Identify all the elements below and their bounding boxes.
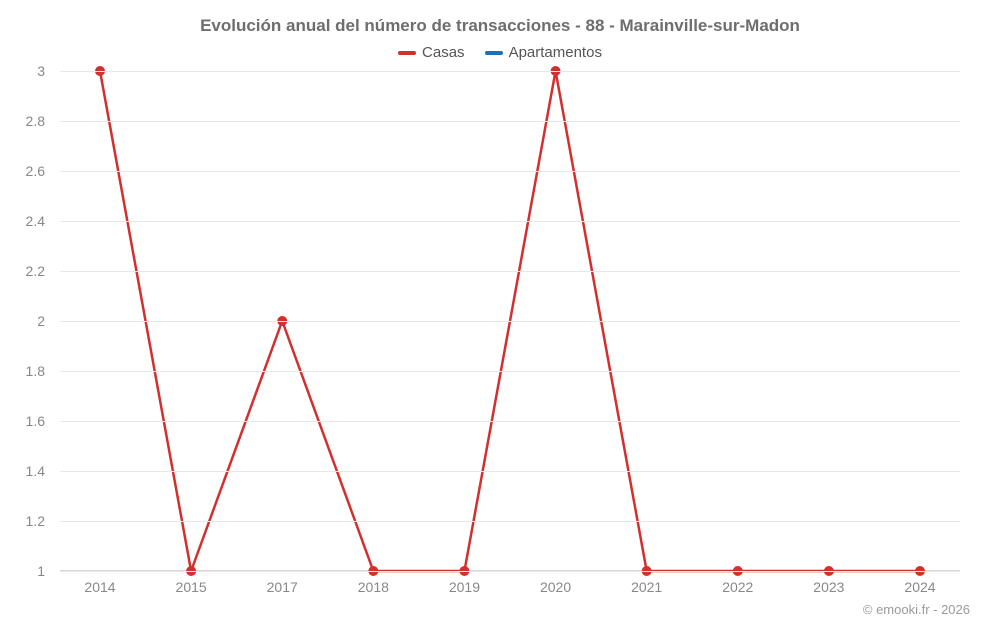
legend-label-apartamentos: Apartamentos (509, 44, 602, 61)
legend-item-casas[interactable]: Casas (398, 44, 465, 61)
legend-item-apartamentos[interactable]: Apartamentos (485, 44, 602, 61)
x-tick-label: 2017 (267, 579, 298, 595)
y-tick-label: 1.4 (5, 463, 45, 479)
gridline (60, 471, 960, 472)
gridline (60, 121, 960, 122)
x-tick-label: 2014 (84, 579, 115, 595)
gridline (60, 171, 960, 172)
gridline (60, 421, 960, 422)
chart-title: Evolución anual del número de transaccio… (0, 0, 1000, 36)
gridline (60, 221, 960, 222)
x-tick-label: 2020 (540, 579, 571, 595)
gridline (60, 71, 960, 72)
watermark-text: © emooki.fr - 2026 (863, 602, 970, 617)
chart-container: Evolución anual del número de transaccio… (0, 0, 1000, 625)
y-tick-label: 2.6 (5, 163, 45, 179)
x-tick-label: 2018 (358, 579, 389, 595)
x-tick-label: 2023 (813, 579, 844, 595)
y-tick-label: 1 (5, 563, 45, 579)
x-tick-label: 2021 (631, 579, 662, 595)
gridline (60, 271, 960, 272)
legend-swatch-apartamentos (485, 51, 503, 55)
y-tick-label: 2.2 (5, 263, 45, 279)
y-tick-label: 1.8 (5, 363, 45, 379)
plot-area: 11.21.41.61.822.22.42.62.83 2014: 32015:… (60, 71, 960, 571)
y-tick-label: 2.4 (5, 213, 45, 229)
y-tick-label: 1.6 (5, 413, 45, 429)
gridline (60, 321, 960, 322)
legend-swatch-casas (398, 51, 416, 55)
x-tick-label: 2015 (176, 579, 207, 595)
y-tick-label: 2 (5, 313, 45, 329)
x-tick-label: 2022 (722, 579, 753, 595)
y-tick-label: 1.2 (5, 513, 45, 529)
y-tick-label: 3 (5, 63, 45, 79)
y-tick-label: 2.8 (5, 113, 45, 129)
x-tick-label: 2019 (449, 579, 480, 595)
gridline (60, 371, 960, 372)
x-tick-label: 2024 (904, 579, 935, 595)
legend: Casas Apartamentos (0, 44, 1000, 61)
y-axis: 1 1.2 1.4 1.6 1.8 2 2.2 2.4 2.6 2.8 3 (5, 71, 55, 571)
legend-label-casas: Casas (422, 44, 465, 61)
gridline (60, 521, 960, 522)
gridline (60, 571, 960, 572)
